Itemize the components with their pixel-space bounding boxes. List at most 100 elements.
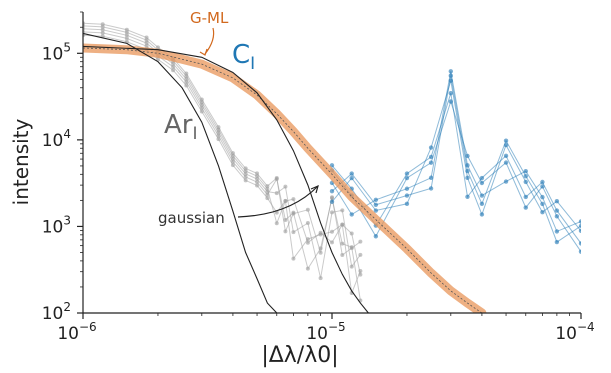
series-c-point [404, 171, 410, 176]
series-ar-point [155, 45, 160, 50]
series-c-point [448, 69, 454, 74]
series-c-point [479, 175, 485, 181]
series-c-point [540, 201, 545, 207]
series-c-point [540, 179, 545, 185]
annotation-ar: ArI [164, 110, 198, 144]
series-ar-point [274, 221, 279, 226]
series-gml-center [83, 47, 483, 313]
tick-layer: 10−6 10−5 10−4 102 103 104 105 [42, 11, 595, 344]
series-ar-point [349, 231, 354, 236]
series-c-point [503, 179, 509, 184]
series-c-point [503, 153, 509, 159]
series-ar-point [318, 250, 323, 255]
series-ar-point [216, 125, 221, 130]
series-c-point [349, 171, 354, 176]
series-c-point [578, 219, 581, 224]
series-c-point [503, 160, 509, 165]
series-ar-point [265, 184, 270, 189]
series-ar-point [349, 264, 354, 269]
gaussian-arrowhead [310, 184, 319, 194]
series-c-point [373, 202, 379, 207]
series-c-point [329, 188, 335, 194]
series-ar-point [243, 178, 248, 183]
series-ar-point [124, 36, 129, 41]
series-ar-point [230, 163, 235, 168]
series-c-point [428, 186, 434, 191]
series-c-point [540, 210, 545, 215]
series-ar-point [274, 175, 279, 180]
series-ar-point [305, 240, 310, 245]
series-c-point [479, 180, 485, 186]
series-ar-point [340, 252, 345, 257]
series-c-point [404, 186, 410, 191]
annotation-c: CI [232, 40, 255, 74]
series-ar-point [144, 35, 149, 40]
series-c-point [578, 249, 581, 254]
series-ar-point [100, 27, 105, 32]
series-c-point [465, 163, 470, 168]
series-c-point [404, 193, 410, 198]
series-c-point [503, 138, 509, 143]
series-ar-point [124, 33, 129, 38]
series-c-point [465, 175, 470, 181]
x-tick-label-0: 10−6 [57, 320, 96, 344]
series-ar-point [340, 222, 345, 227]
series-ar-point [330, 210, 334, 215]
series-c-point [448, 91, 454, 96]
series-c-point [428, 145, 434, 150]
series-c-point [554, 214, 560, 219]
x-axis-label: |Δλ/λ0| [261, 343, 338, 368]
series-c-point [523, 168, 528, 174]
series-c-point [554, 239, 560, 245]
plot-area [83, 21, 581, 313]
series-c-point [465, 194, 470, 199]
series-ar-point [199, 97, 204, 102]
series-ar-point [283, 229, 288, 234]
series-ar-point [255, 180, 260, 185]
series-c-point [428, 175, 434, 180]
series-ar-point [255, 171, 260, 176]
series-c-point [523, 179, 528, 185]
series-ar-point [171, 68, 176, 73]
series-c-point [578, 228, 581, 234]
series-c-point [554, 208, 560, 213]
series-ar-point [283, 184, 288, 189]
series-ar-point [318, 230, 323, 235]
series-ar-point [243, 166, 248, 171]
series-ar-point [340, 208, 345, 213]
y-axis-label: intensity [9, 118, 33, 205]
series-c-point [329, 199, 335, 205]
series-ar-point [230, 159, 235, 164]
series-c-point [554, 229, 560, 234]
series-ar-point [318, 276, 323, 281]
series-ar-point [155, 57, 160, 62]
series-ar-point [358, 252, 363, 257]
series-ar-point [171, 64, 176, 69]
series-ar-point [305, 266, 310, 271]
series-c-point [428, 154, 434, 160]
series-ar-point [330, 240, 334, 245]
series-ar-point [330, 195, 334, 200]
series-c-point [349, 212, 354, 217]
series-c-point [404, 175, 410, 181]
series-c-point [465, 168, 470, 174]
series-gaussian-2 [83, 45, 369, 313]
series-ar-point [291, 230, 296, 235]
y-tick-label-1: 103 [42, 213, 71, 237]
series-ar-point [330, 229, 334, 234]
x-tick-label-2: 10−4 [555, 320, 594, 344]
series-gaussian-1 [83, 32, 278, 313]
series-ar-point [274, 191, 279, 196]
series-ar-point [291, 197, 296, 202]
gaussian-arrow [237, 185, 319, 218]
series-ar-point [230, 151, 235, 156]
series-ar-point [144, 41, 149, 46]
series-ar-point [243, 175, 248, 180]
series-c-point [373, 234, 379, 239]
series-ar-point [291, 256, 296, 261]
series-c-point [523, 205, 528, 210]
series-c-point [479, 193, 485, 198]
series-ar-point [100, 30, 105, 35]
